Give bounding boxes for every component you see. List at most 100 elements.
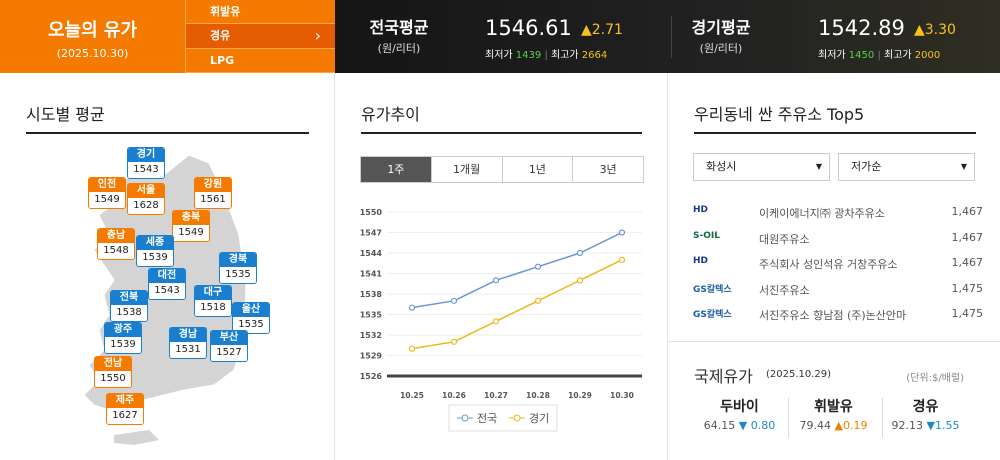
fuel-tab-label: LPG — [210, 53, 235, 67]
data-point[interactable] — [450, 297, 458, 304]
sort-value: 저가순 — [851, 160, 882, 173]
x-tick-label: 10.25 — [400, 391, 424, 400]
region-marker[interactable]: 충남 1548 — [97, 228, 135, 260]
min-label: 최저가 — [818, 50, 846, 61]
data-point[interactable] — [534, 263, 542, 270]
station-row[interactable]: GS칼텍스 서진주유소 향남점 (주)논산안마 1,475 — [693, 303, 983, 328]
station-row[interactable]: GS칼텍스 서진주유소 1,475 — [693, 278, 983, 303]
dropdown-arrow-icon: ▼ — [960, 162, 967, 171]
station-name: 서진주유소 향남점 (주)논산안마 — [759, 309, 907, 322]
data-point[interactable] — [618, 256, 626, 263]
region-name: 울산 — [233, 303, 269, 317]
x-tick-label: 10.27 — [484, 391, 508, 400]
cheap-stations-section: 우리동네 싼 주유소 Top5 화성시 ▼ 저가순 ▼ HD 이케이에너지㈜ 광차주유… — [668, 73, 1000, 460]
region-price: 1538 — [111, 305, 147, 321]
region-marker[interactable]: 울산 1535 — [232, 302, 270, 334]
station-price: 1,467 — [951, 256, 984, 269]
region-marker[interactable]: 전북 1538 — [110, 290, 148, 322]
region-name: 인천 — [89, 178, 125, 192]
max-label: 최고가 — [551, 50, 579, 61]
data-point[interactable] — [492, 318, 500, 325]
region-marker[interactable]: 대구 1518 — [194, 285, 232, 317]
region-marker[interactable]: 경북 1535 — [219, 252, 257, 284]
price-trend-chart: 1526 1529 1532 1535 1538 1541 1544 1547 1550 10.2… — [360, 208, 642, 432]
station-row[interactable]: HD 주식회사 성인석유 거창주유소 1,467 — [693, 252, 983, 277]
fuel-tab-label: 휘발유 — [210, 5, 241, 18]
regional-average-section: 시도별 평균 경기 1543 인천 1549 서울 1628 강원 1561 충북 1549 충남 1… — [0, 73, 335, 460]
region-marker[interactable]: 전남 1550 — [94, 356, 132, 388]
data-point[interactable] — [576, 277, 584, 284]
legend-marker — [461, 414, 469, 422]
national-price: 1546.61 — [485, 16, 572, 40]
region-marker[interactable]: 제주 1627 — [106, 393, 144, 425]
region-marker[interactable]: 대전 1543 — [148, 268, 186, 300]
region-name: 충남 — [98, 229, 134, 243]
region-marker[interactable]: 부산 1527 — [210, 330, 248, 362]
region-price: 1527 — [211, 345, 247, 361]
divider — [671, 16, 672, 58]
region-price: 1535 — [233, 317, 269, 333]
series-line-0 — [411, 231, 623, 309]
intl-date: (2025.10.29) — [766, 369, 832, 380]
oil-price: 92.13 — [891, 419, 924, 432]
region-marker[interactable]: 광주 1539 — [104, 322, 142, 354]
y-tick-label: 1547 — [360, 229, 382, 238]
tab-1-year[interactable]: 1년 — [501, 157, 573, 182]
oil-change: ▼ 0.80 — [738, 419, 776, 432]
station-row[interactable]: S-OIL 대원주유소 1,467 — [693, 227, 983, 252]
region-name: 서울 — [128, 184, 164, 198]
region-price: 1549 — [173, 225, 209, 241]
data-point[interactable] — [450, 338, 458, 345]
data-point[interactable] — [618, 229, 626, 236]
fuel-tab-diesel[interactable]: 경유 › — [186, 24, 335, 49]
station-row[interactable]: HD 이케이에너지㈜ 광차주유소 1,467 — [693, 201, 983, 226]
region-price: 1548 — [98, 243, 134, 259]
tab-3-year[interactable]: 3년 — [572, 157, 643, 182]
brand-logo: HD — [693, 205, 709, 215]
region-marker[interactable]: 세종 1539 — [136, 235, 174, 267]
region-select[interactable]: 화성시 ▼ — [693, 153, 830, 181]
region-name: 경남 — [170, 328, 206, 342]
legend-label: 전국 — [477, 412, 497, 425]
oil-name: 두바이 — [720, 399, 759, 415]
today-date: (2025.10.30) — [56, 47, 129, 60]
tab-1-week[interactable]: 1주 — [361, 157, 431, 182]
intl-unit: (단위:$/배럴) — [906, 373, 964, 384]
data-point[interactable] — [534, 297, 542, 304]
region-name: 충북 — [173, 211, 209, 225]
region-marker[interactable]: 인천 1549 — [88, 177, 126, 209]
oil-name: 휘발유 — [814, 399, 853, 415]
region-marker[interactable]: 경남 1531 — [169, 327, 207, 359]
data-point[interactable] — [408, 345, 416, 352]
data-point[interactable] — [492, 277, 500, 284]
x-tick-label: 10.26 — [442, 391, 466, 400]
region-price: 1550 — [95, 371, 131, 387]
chevron-right-icon: › — [314, 26, 321, 46]
title-underline — [26, 132, 309, 134]
region-marker[interactable]: 강원 1561 — [194, 177, 232, 209]
region-marker[interactable]: 충북 1549 — [172, 210, 210, 242]
data-point[interactable] — [576, 249, 584, 257]
region-marker[interactable]: 서울 1628 — [127, 183, 165, 215]
data-point[interactable] — [408, 304, 416, 311]
gyeonggi-change: ▲3.30 — [914, 22, 956, 38]
region-price: 1539 — [105, 337, 141, 353]
tab-1-month[interactable]: 1개월 — [430, 157, 502, 182]
region-marker[interactable]: 경기 1543 — [127, 147, 165, 179]
national-min-max: 최저가 1439 | 최고가 2664 — [485, 50, 608, 61]
fuel-tab-label: 경유 — [210, 29, 231, 43]
region-price: 1518 — [195, 300, 231, 316]
y-tick-label: 1526 — [360, 372, 383, 381]
fuel-tab-lpg[interactable]: LPG — [186, 49, 335, 73]
oil-price: 79.44 — [799, 419, 832, 432]
oil-gasoline: 휘발유 79.44 ▲0.19 — [786, 396, 881, 432]
sort-select[interactable]: 저가순 ▼ — [838, 153, 975, 181]
region-name: 전북 — [111, 291, 147, 305]
region-price: 1543 — [149, 283, 185, 299]
oil-change: ▲0.19 — [834, 419, 868, 432]
region-price: 1549 — [89, 192, 125, 208]
y-tick-label: 1544 — [360, 249, 383, 258]
divider — [882, 398, 883, 438]
fuel-tab-gasoline[interactable]: 휘발유 — [186, 0, 335, 25]
gyeonggi-unit: (원/리터) — [699, 42, 743, 55]
